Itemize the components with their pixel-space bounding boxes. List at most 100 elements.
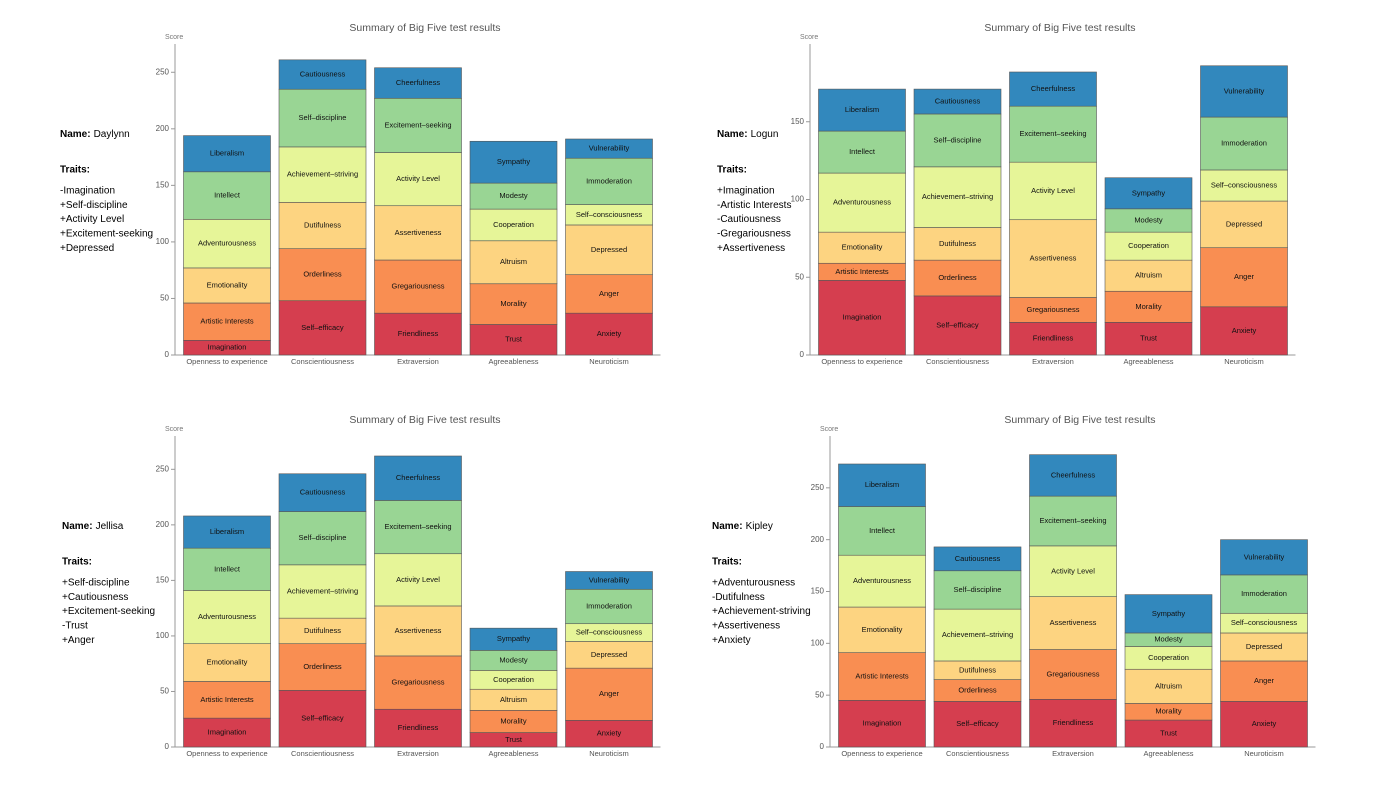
segment-label: Artistic Interests [200,695,254,704]
person-name: Name: Logun [717,129,778,140]
bar-segment [374,553,462,607]
y-tick-label: 250 [156,67,170,76]
segment-label: Self–consciousness [1231,618,1298,627]
trait: +Adventurousness [712,578,795,589]
segment-label: Liberalism [210,527,244,536]
segment-label: Adventurousness [198,612,256,621]
bar-segment [374,500,462,555]
segment-label: Artistic Interests [835,267,889,276]
bar-segment [278,473,367,512]
segment-label: Gregariousness [392,678,445,687]
bar-segment [469,240,558,285]
bar-segment [933,701,1022,748]
y-tick-label: 100 [811,638,825,647]
segment-label: Intellect [869,526,896,535]
segment-label: Activity Level [396,174,440,183]
person-name: Name: Daylynn [60,129,130,140]
y-tick-label: 200 [156,520,170,529]
y-tick-label: 0 [800,350,805,359]
x-tick-label: Extraversion [1052,749,1094,758]
trait: +Anger [62,635,95,646]
segment-label: Achievement–striving [287,586,358,595]
trait: -Cautiousness [717,214,781,225]
segment-label: Achievement–striving [922,192,993,201]
bar-segment [183,515,271,549]
y-axis-label: Score [165,426,183,433]
trait: +Cautiousness [62,592,128,603]
bar-segment [1104,231,1193,261]
name-value: Daylynn [94,129,130,140]
bar-segment [1200,247,1288,308]
x-tick-label: Openness to experience [186,749,267,758]
segment-label: Cooperation [493,220,534,229]
segment-label: Sympathy [497,157,531,166]
x-tick-label: Neuroticism [589,749,629,758]
name-value: Logun [751,129,779,140]
segment-label: Sympathy [1152,609,1186,618]
segment-label: Anxiety [597,729,622,738]
bar-segment [1009,322,1097,356]
segment-label: Trust [1140,334,1158,343]
bar-segment [183,547,271,591]
segment-label: Excitement–seeking [1039,516,1106,525]
segment-label: Immoderation [1241,589,1287,598]
bar-segment [183,267,271,304]
x-tick-label: Openness to experience [821,357,902,366]
bar-segment [278,248,367,302]
segment-label: Anger [1234,272,1255,281]
bar-segment [565,312,653,356]
bar-segment [278,690,367,748]
trait: +Activity Level [60,214,124,225]
segment-label: Vulnerability [1224,86,1265,95]
x-tick-label: Conscientiousness [291,749,354,758]
segment-label: Excitement–seeking [1019,129,1086,138]
bar-segment [183,135,271,173]
bar-segment [183,171,271,220]
traits-label: Traits: [717,165,747,176]
bar-segment [913,166,1002,228]
segment-label: Sympathy [1132,188,1166,197]
x-tick-label: Agreeableness [1123,357,1173,366]
segment-label: Emotionality [842,243,883,252]
segment-label: Self–efficacy [956,719,999,728]
bar-segment [278,643,367,691]
y-axis-label: Score [820,426,838,433]
x-tick-label: Extraversion [397,357,439,366]
bar-segment [469,283,558,325]
segment-label: Activity Level [396,575,440,584]
segment-label: Self–consciousness [576,628,643,637]
segment-label: Self–efficacy [936,320,979,329]
x-tick-label: Agreeableness [1143,749,1193,758]
bar-segment [1200,306,1288,356]
segment-label: Excitement–seeking [384,522,451,531]
segment-label: Dutifulness [939,239,976,248]
segment-label: Immoderation [586,176,632,185]
bar-segment [818,130,906,174]
segment-label: Imagination [208,343,247,352]
segment-label: Cautiousness [300,70,346,79]
trait: +Achievement-striving [712,606,811,617]
segment-label: Self–discipline [954,585,1002,594]
segment-label: Anger [1254,676,1275,685]
bar-segment [183,302,271,341]
segment-label: Emotionality [862,625,903,634]
person-name: Name: Jellisa [62,521,124,532]
y-tick-label: 50 [815,690,824,699]
segment-label: Intellect [849,147,876,156]
bar-segment [1029,699,1117,748]
bar-segment [469,140,558,184]
trait: +Excitement-seeking [62,606,155,617]
segment-label: Depressed [591,245,627,254]
segment-label: Orderliness [938,273,977,282]
traits-label: Traits: [60,165,90,176]
name-value: Jellisa [96,521,124,532]
segment-label: Altruism [500,257,527,266]
segment-label: Adventurousness [833,198,891,207]
segment-label: Assertiveness [1030,254,1077,263]
bar-segment [913,227,1002,261]
bar-segment [183,681,271,719]
name-label: Name: [62,521,93,532]
segment-label: Morality [500,299,527,308]
